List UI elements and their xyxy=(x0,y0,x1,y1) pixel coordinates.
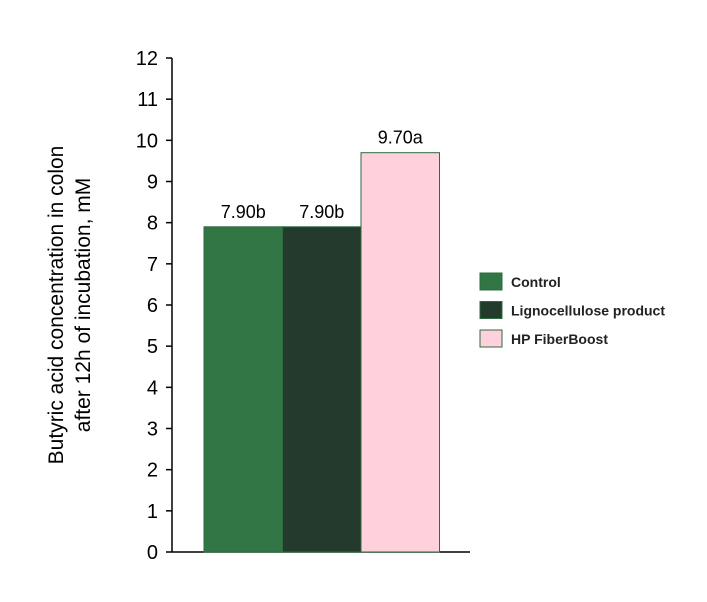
legend-swatch xyxy=(479,272,503,291)
data-labels: 7.90b 7.90b 9.70a xyxy=(221,128,424,222)
y-axis-label: Butyric acid concentration in colon afte… xyxy=(45,146,95,465)
data-label: 7.90b xyxy=(221,202,266,222)
y-tick-label: 4 xyxy=(147,377,158,399)
y-tick-label: 6 xyxy=(147,295,158,317)
y-tick-label: 2 xyxy=(147,460,158,482)
y-tick-label: 12 xyxy=(136,48,158,70)
data-label: 9.70a xyxy=(378,128,424,148)
y-tick-label: 1 xyxy=(147,501,158,523)
y-tick-label: 10 xyxy=(136,130,158,152)
data-label: 7.90b xyxy=(299,202,344,222)
legend: Control Lignocellulose product HP FiberBoo… xyxy=(479,272,665,348)
y-tick-label: 11 xyxy=(137,89,158,111)
y-tick-label: 5 xyxy=(147,336,158,358)
bar-control xyxy=(203,226,283,553)
y-axis-label-line-1: Butyric acid concentration in colon xyxy=(45,146,68,465)
y-tick-label: 7 xyxy=(147,254,158,276)
y-tick-label: 3 xyxy=(147,419,158,441)
legend-label: Control xyxy=(511,274,561,290)
legend-label: HP FiberBoost xyxy=(511,331,608,347)
y-axis-label-line-2: after 12h of incubation, mM xyxy=(72,178,95,432)
y-tick-label: 0 xyxy=(147,542,158,564)
bars xyxy=(203,152,440,553)
bar-hp-fiberboost xyxy=(360,152,440,553)
y-tick-label: 8 xyxy=(147,213,158,235)
legend-swatch xyxy=(479,329,503,348)
bar-lignocellulose-product xyxy=(282,226,362,553)
legend-label: Lignocellulose product xyxy=(511,303,665,319)
y-tick-label: 9 xyxy=(147,172,158,194)
legend-swatch xyxy=(479,301,503,319)
